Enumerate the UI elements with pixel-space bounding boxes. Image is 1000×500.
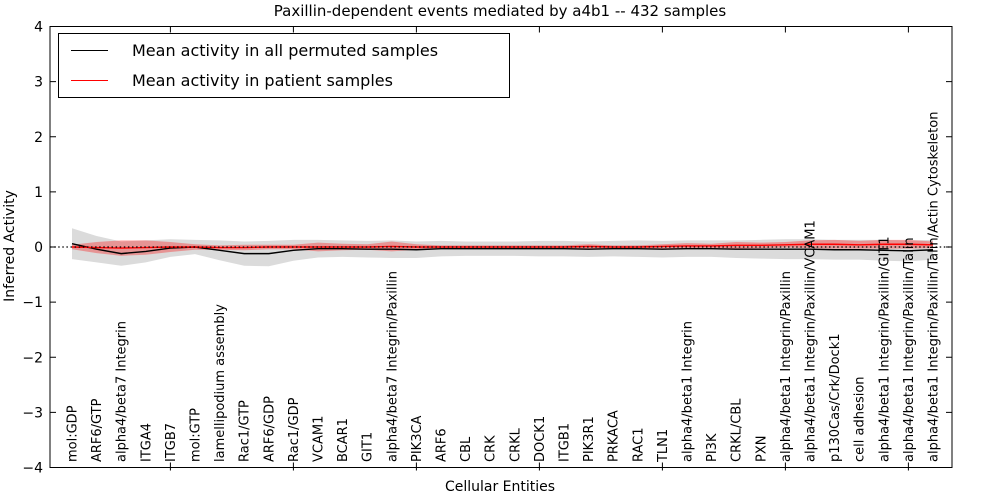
x-axis-label: Cellular Entities (444, 479, 556, 495)
category-label: CRKL (508, 427, 523, 462)
category-label: TLN1 (656, 429, 671, 463)
y-tick-label: −1 (22, 295, 43, 311)
category-label: CBL (459, 436, 474, 462)
category-label: PXN (754, 436, 769, 462)
legend: Mean activity in all permuted samples Me… (58, 33, 510, 98)
std-band-patient (72, 239, 933, 256)
category-label: alpha4/beta1 Integrin/Paxillin (779, 271, 794, 462)
legend-label: Mean activity in all permuted samples (132, 40, 439, 60)
y-tick-label: −3 (22, 405, 43, 421)
y-tick-label: −4 (22, 461, 43, 477)
category-label: PIK3R1 (582, 416, 597, 462)
legend-line-sample (71, 49, 108, 51)
category-label: alpha4/beta7 Integrin/Paxillin (385, 271, 400, 462)
legend-label: Mean activity in patient samples (132, 71, 393, 91)
category-label: alpha4/beta1 Integrin/Paxillin/Talin/Act… (927, 112, 942, 462)
y-tick-label: 0 (34, 240, 43, 256)
category-label: DOCK1 (533, 416, 548, 462)
category-label: PIK3CA (410, 415, 425, 462)
category-label: alpha4/beta1 Integrin (681, 321, 696, 462)
y-tick-label: 1 (34, 185, 43, 201)
category-label: PI3K (705, 433, 720, 462)
category-label: Rac1/GTP (238, 400, 253, 462)
category-label: ITGA4 (139, 423, 154, 462)
category-label: mol:GTP (189, 408, 204, 462)
category-label: alpha4/beta7 Integrin (115, 321, 130, 462)
category-label: cell adhesion (853, 376, 868, 462)
y-tick-label: 4 (34, 20, 43, 36)
category-label: mol:GDP (66, 405, 81, 462)
y-axis-label: Inferred Activity (2, 190, 18, 302)
legend-entry-patient: Mean activity in patient samples (71, 67, 509, 95)
category-label: GIT1 (361, 432, 376, 462)
category-label: alpha4/beta1 Integrin/Paxillin/VCAM1 (804, 220, 819, 462)
y-tick-label: 3 (34, 75, 43, 91)
category-label: BCAR1 (336, 418, 351, 462)
category-label: alpha4/beta1 Integrin/Paxillin/GIT1 (877, 236, 892, 462)
category-label: alpha4/beta1 Integrin/Paxillin/Talin (902, 237, 917, 462)
category-label: ARF6/GTP (90, 398, 105, 462)
category-label: ARF6/GDP (262, 396, 277, 462)
category-label: CRKL/CBL (730, 398, 745, 462)
category-label: CRK (484, 435, 499, 462)
legend-entry-permuted: Mean activity in all permuted samples (71, 36, 509, 64)
y-tick-label: 2 (34, 130, 43, 146)
mean-line-permuted (71, 243, 934, 255)
category-label: ITGB7 (164, 423, 179, 462)
category-label: lamellipodium assembly (213, 304, 228, 462)
category-label: PRKACA (607, 410, 622, 462)
category-label: ITGB1 (558, 423, 573, 462)
category-label: p130Cas/Crk/Dock1 (828, 333, 843, 462)
category-label: ARF6 (435, 428, 450, 462)
category-label: VCAM1 (312, 416, 327, 462)
category-label: Rac1/GDP (287, 397, 302, 462)
y-tick-label: −2 (22, 350, 43, 366)
chart-title: Paxillin-dependent events mediated by a4… (273, 2, 727, 20)
category-label: RAC1 (631, 427, 646, 462)
legend-line-sample (71, 80, 108, 82)
